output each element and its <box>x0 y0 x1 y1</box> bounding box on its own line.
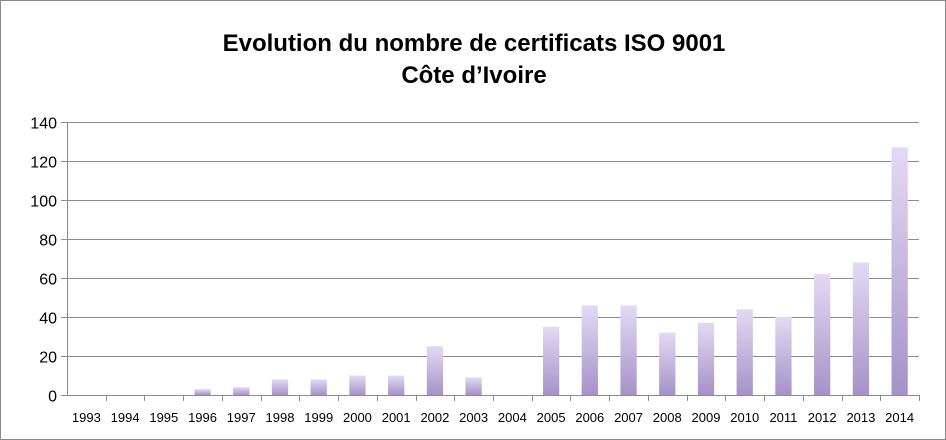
chart-subtitle: Côte d’Ivoire <box>401 62 546 89</box>
x-tick-label: 2001 <box>382 410 411 425</box>
bar-2012 <box>814 274 831 395</box>
bar-2001 <box>388 375 405 395</box>
bar-2009 <box>697 322 715 395</box>
x-tick-label: 1997 <box>227 410 256 425</box>
x-tick-label: 2013 <box>846 410 875 425</box>
bar-2007 <box>620 305 637 395</box>
x-tick-label: 1999 <box>304 410 333 425</box>
chart-title: Evolution du nombre de certificats ISO 9… <box>223 30 726 57</box>
bar-2010 <box>736 309 753 395</box>
bar-2013 <box>852 262 870 395</box>
y-tick-label: 100 <box>30 194 57 211</box>
bar-2000 <box>349 375 366 395</box>
y-tick-label: 80 <box>39 233 57 250</box>
y-tick-label: 40 <box>39 311 57 328</box>
y-tick-label: 20 <box>39 350 57 367</box>
x-tick-label: 2004 <box>498 410 527 425</box>
bar-2003 <box>465 377 482 395</box>
bar-2006 <box>581 305 598 395</box>
x-tick-label: 2003 <box>459 410 488 425</box>
x-tick-label: 1993 <box>72 410 101 425</box>
x-tick-label: 2014 <box>885 410 914 425</box>
bar-2008 <box>659 332 676 395</box>
y-tick-label: 60 <box>39 272 57 289</box>
bar-1997 <box>233 387 250 395</box>
gridlines <box>61 122 919 396</box>
x-tick-label: 2010 <box>730 410 759 425</box>
x-tick-label: 2005 <box>537 410 566 425</box>
x-axis-ticks: 1993 1994 1995 1996 1997 1998 1999 2000 2001 2002… <box>72 395 920 425</box>
bar-1998 <box>271 379 289 395</box>
x-tick-label: 2008 <box>653 410 682 425</box>
x-tick-label: 2002 <box>420 410 449 425</box>
y-tick-label: 0 <box>48 389 57 406</box>
y-tick-label: 120 <box>30 155 57 172</box>
x-tick-label: 2006 <box>575 410 604 425</box>
bar-2002 <box>426 346 444 395</box>
bar-2014 <box>891 147 908 395</box>
x-tick-label: 2000 <box>343 410 372 425</box>
x-tick-label: 1998 <box>266 410 295 425</box>
x-tick-label: 2009 <box>692 410 721 425</box>
x-tick-label: 1994 <box>111 410 140 425</box>
bar-2011 <box>775 317 792 395</box>
bars <box>194 147 908 395</box>
bar-1999 <box>310 379 327 395</box>
x-tick-label: 2011 <box>769 410 797 425</box>
bar-1996 <box>194 389 211 395</box>
x-tick-label: 2007 <box>614 410 643 425</box>
bar-2005 <box>542 326 560 395</box>
x-tick-label: 1996 <box>188 410 217 425</box>
y-axis-ticks: 0 20 40 60 80 100 120 140 <box>30 116 57 406</box>
x-tick-label: 1995 <box>149 410 178 425</box>
x-tick-label: 2012 <box>808 410 837 425</box>
y-tick-label: 140 <box>30 116 57 133</box>
